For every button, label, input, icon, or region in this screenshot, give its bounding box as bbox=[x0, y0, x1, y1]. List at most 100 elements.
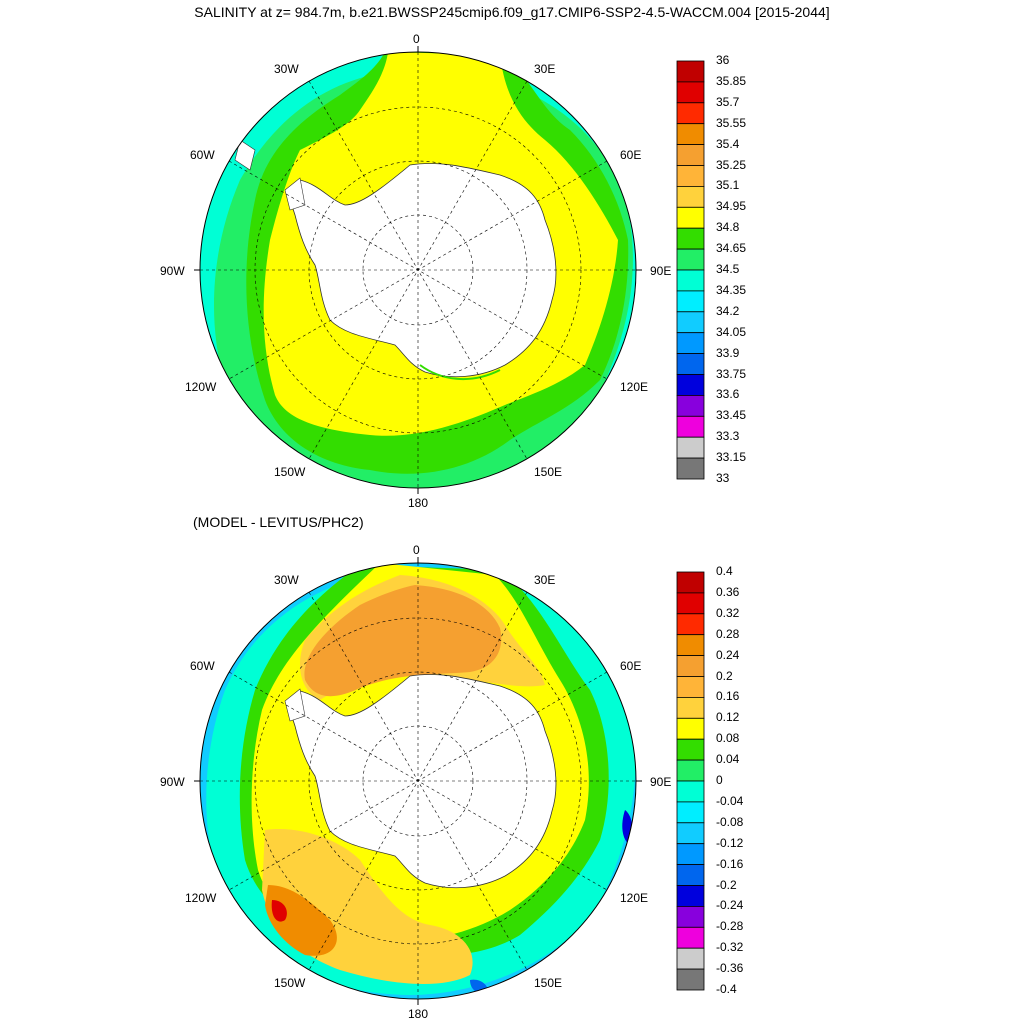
salinity-colorbar-swatch bbox=[676, 415, 705, 438]
difference-colorbar-tick-label: -0.28 bbox=[716, 919, 744, 934]
top-map-graticule bbox=[200, 52, 636, 488]
lon-label-30w-bottom: 30W bbox=[274, 573, 299, 587]
difference-colorbar-swatch bbox=[676, 947, 705, 970]
plot-subtitle: (MODEL - LEVITUS/PHC2) bbox=[193, 514, 364, 530]
salinity-colorbar-tick-label: 35.85 bbox=[716, 73, 747, 88]
salinity-colorbar-swatch bbox=[676, 290, 705, 313]
salinity-colorbar-tick-label: 35.4 bbox=[716, 136, 740, 151]
lon-label-150w-bottom: 150W bbox=[274, 976, 306, 990]
salinity-colorbar-tick-label: 33.45 bbox=[716, 408, 747, 423]
difference-colorbar-swatch bbox=[676, 655, 705, 677]
salinity-colorbar-tick-label: 34.05 bbox=[716, 324, 747, 339]
antarctic-peninsula-bottom bbox=[284, 688, 306, 722]
top-map-ticks bbox=[194, 46, 642, 494]
salinity-colorbar-swatch bbox=[676, 374, 705, 396]
lon-label-120w-top: 120W bbox=[185, 380, 217, 394]
salinity-colorbar-swatch bbox=[676, 102, 705, 125]
difference-colorbar-swatch bbox=[676, 843, 705, 866]
difference-colorbar-tick-label: 0.4 bbox=[716, 564, 733, 578]
salinity-colorbar-tick-label: 34.35 bbox=[716, 282, 747, 297]
difference-colorbar-swatch bbox=[676, 968, 705, 991]
lon-label-60w-bottom: 60W bbox=[190, 659, 215, 673]
difference-colorbar-tick-label: 0.16 bbox=[716, 689, 740, 704]
lon-label-30w-top: 30W bbox=[274, 62, 299, 76]
lon-label-150w-top: 150W bbox=[274, 465, 306, 479]
salinity-colorbar-swatch bbox=[676, 81, 705, 104]
bottom-map-graticule bbox=[200, 563, 636, 999]
lon-label-90w-bottom: 90W bbox=[160, 775, 185, 789]
antarctic-peninsula bbox=[284, 177, 306, 211]
salinity-colorbar-tick-label: 34.8 bbox=[716, 220, 740, 235]
salinity-colorbar-swatch bbox=[676, 123, 705, 145]
salinity-colorbar-swatch bbox=[676, 457, 705, 480]
lon-label-60w-top: 60W bbox=[190, 148, 215, 162]
salinity-colorbar-tick-label: 33.15 bbox=[716, 450, 747, 465]
plot-title: SALINITY at z= 984.7m, b.e21.BWSSP245cmi… bbox=[194, 4, 830, 20]
region-diff-0.36-south bbox=[271, 900, 287, 922]
difference-colorbar-tick-label: 0 bbox=[716, 773, 723, 787]
difference-colorbar-swatch bbox=[676, 759, 705, 782]
difference-colorbar-swatch bbox=[676, 676, 705, 698]
difference-colorbar-tick-label: -0.24 bbox=[716, 898, 744, 913]
difference-colorbar-swatch bbox=[676, 571, 705, 594]
salinity-colorbar-tick-label: 34.65 bbox=[716, 241, 747, 256]
region-diff-0.28-south bbox=[265, 885, 337, 956]
salinity-colorbar-tick-label: 33.6 bbox=[716, 387, 740, 402]
difference-colorbar-tick-label: 0.28 bbox=[716, 626, 740, 641]
difference-colorbar-tick-label: 0.24 bbox=[716, 647, 740, 662]
salinity-colorbar-tick-label: 33.9 bbox=[716, 345, 740, 360]
difference-colorbar-tick-label: 0.2 bbox=[716, 668, 733, 683]
difference-colorbar-tick-label: -0.16 bbox=[716, 856, 744, 871]
lon-label-0-top: 0 bbox=[413, 32, 420, 46]
salinity-colorbar-tick-label: 33.75 bbox=[716, 366, 747, 381]
difference-colorbar-tick-label: -0.08 bbox=[716, 814, 744, 829]
salinity-colorbar-tick-label: 35.1 bbox=[716, 178, 740, 193]
difference-colorbar-tick-label: -0.4 bbox=[716, 982, 737, 996]
salinity-colorbar-swatch bbox=[676, 269, 705, 292]
region-diff-0.24 bbox=[304, 585, 502, 697]
salinity-colorbar-swatch bbox=[676, 165, 705, 187]
difference-colorbar-tick-label: 0.04 bbox=[716, 752, 740, 767]
salinity-colorbar-swatch bbox=[676, 60, 705, 83]
difference-colorbar-swatch bbox=[676, 864, 705, 886]
lon-label-30e-bottom: 30E bbox=[534, 573, 556, 587]
lon-label-60e-top: 60E bbox=[620, 148, 642, 162]
salinity-colorbar-swatch bbox=[676, 144, 705, 166]
salinity-colorbar-swatch bbox=[676, 394, 705, 417]
difference-colorbar-tick-label: 0.08 bbox=[716, 731, 740, 746]
lon-label-180-top: 180 bbox=[408, 496, 429, 510]
lon-label-30e-top: 30E bbox=[534, 62, 556, 76]
salinity-colorbar-swatch bbox=[676, 248, 705, 271]
salinity-colorbar bbox=[676, 60, 705, 480]
salinity-colorbar-tick-label: 34.95 bbox=[716, 199, 747, 214]
salinity-colorbar-swatch bbox=[676, 227, 705, 250]
difference-colorbar-swatch bbox=[676, 613, 705, 636]
lon-label-120w-bottom: 120W bbox=[185, 891, 217, 905]
salinity-colorbar-swatch bbox=[676, 185, 705, 208]
salinity-colorbar-tick-label: 36 bbox=[716, 53, 730, 67]
lon-label-90e-top: 90E bbox=[650, 264, 672, 278]
salinity-colorbar-swatch bbox=[676, 206, 705, 229]
difference-colorbar-tick-label: 0.32 bbox=[716, 605, 740, 620]
salinity-colorbar-swatch bbox=[676, 353, 705, 375]
ice-edge-top bbox=[419, 364, 501, 381]
lon-label-120e-top: 120E bbox=[620, 380, 649, 394]
difference-colorbar-swatch bbox=[676, 822, 705, 845]
salinity-colorbar-tick-label: 33 bbox=[716, 471, 730, 485]
lon-label-150e-bottom: 150E bbox=[534, 976, 563, 990]
lon-label-60e-bottom: 60E bbox=[620, 659, 642, 673]
difference-colorbar-tick-label: -0.2 bbox=[716, 877, 737, 892]
lon-label-150e-top: 150E bbox=[534, 465, 563, 479]
difference-colorbar-tick-label: 0.36 bbox=[716, 584, 740, 599]
difference-colorbar-tick-label: -0.36 bbox=[716, 961, 744, 976]
difference-colorbar-swatch bbox=[676, 780, 705, 803]
salinity-colorbar-swatch bbox=[676, 332, 705, 355]
difference-colorbar-swatch bbox=[676, 634, 705, 657]
difference-colorbar-swatch bbox=[676, 801, 705, 824]
difference-colorbar-swatch bbox=[676, 885, 705, 907]
lon-label-180-bottom: 180 bbox=[408, 1007, 429, 1021]
south-america-tip bbox=[234, 139, 256, 171]
difference-colorbar-swatch bbox=[676, 717, 705, 740]
difference-colorbar-tick-label: -0.04 bbox=[716, 793, 744, 808]
